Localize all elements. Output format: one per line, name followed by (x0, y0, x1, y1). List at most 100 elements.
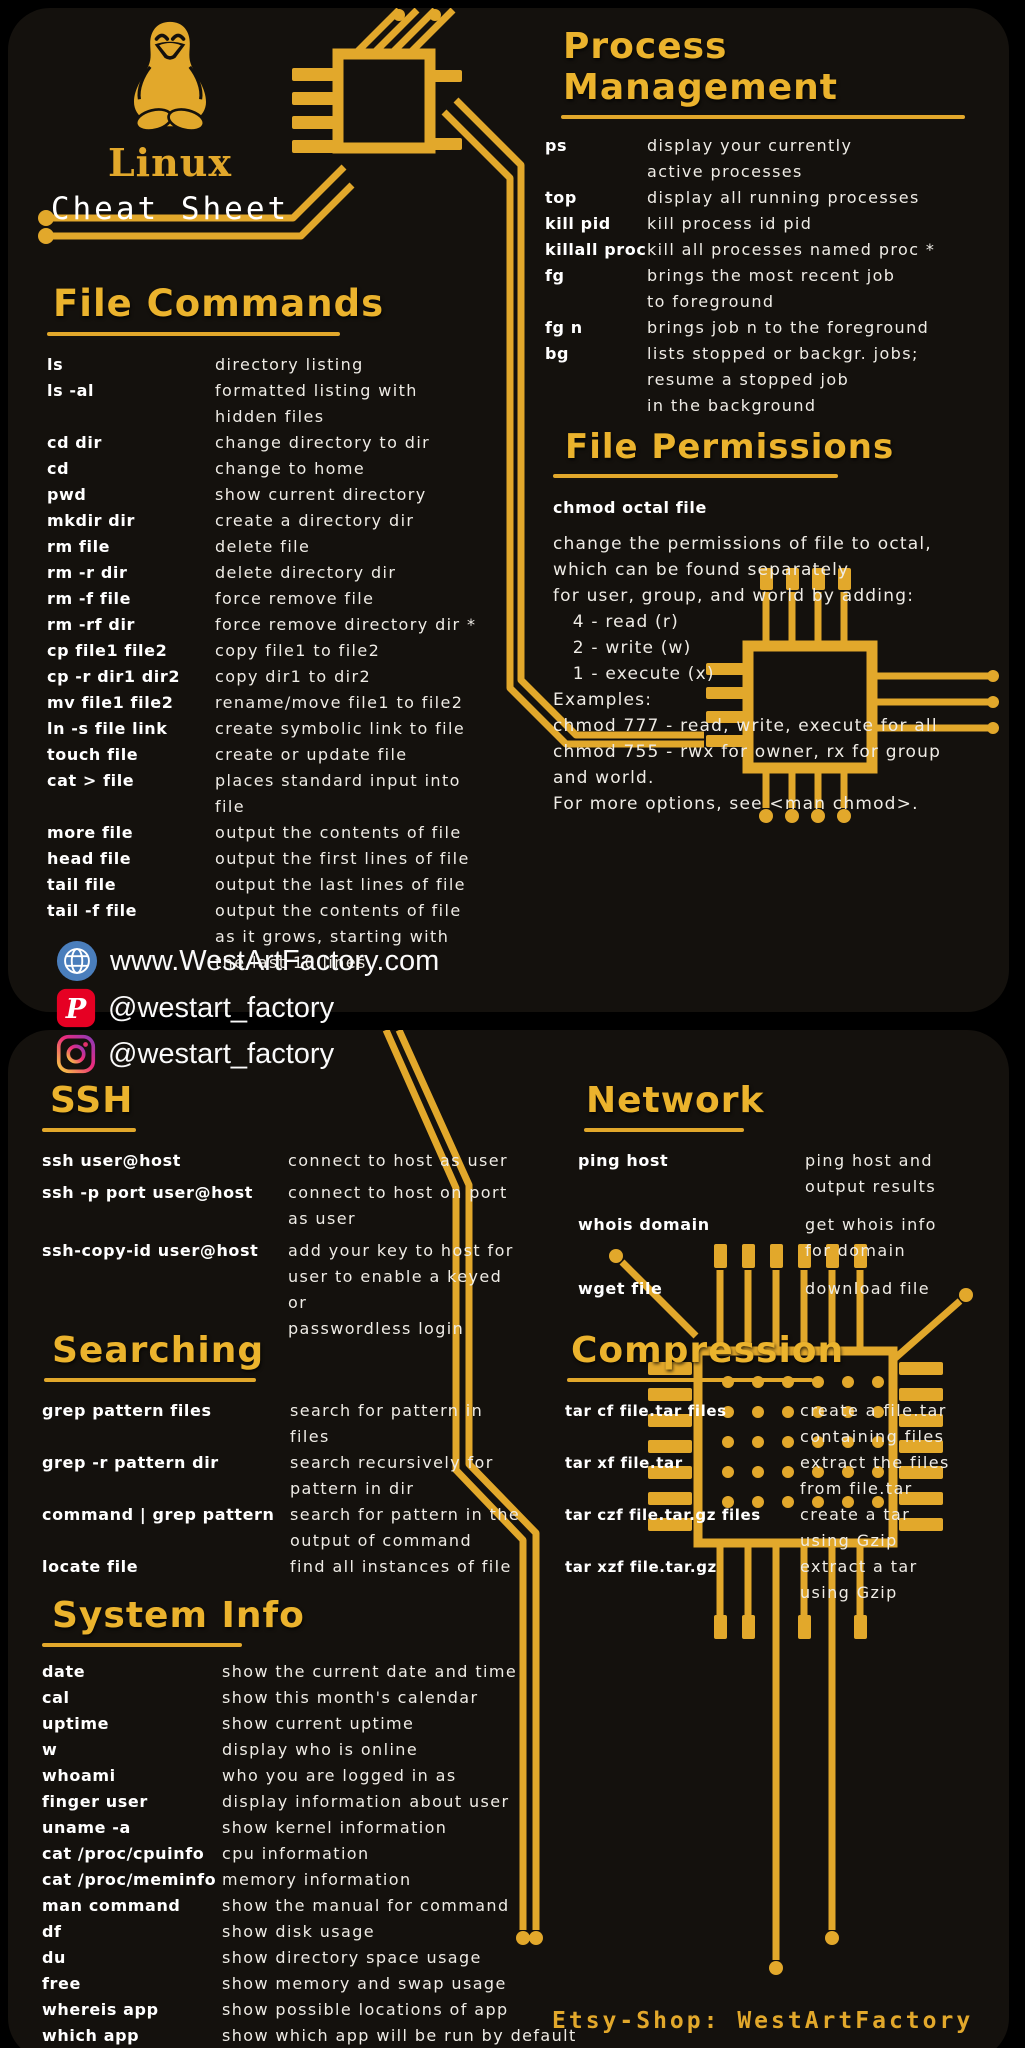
section-compression: Compression tar cf file.tar files create… (565, 1330, 1011, 1606)
permissions-text-line: which can be found separately (553, 560, 850, 580)
pinterest-icon: P (56, 988, 96, 1028)
command-description: change to home (215, 459, 366, 478)
command-row: ps display your currently active process… (545, 133, 1007, 185)
section-file-permissions: File Permissions chmod octal file change… (553, 427, 1005, 817)
command-row: cal show this month's calendar (42, 1685, 692, 1711)
logo-title: Linux (107, 140, 233, 185)
command-row: whereis app show possible locations of a… (42, 1997, 692, 2023)
title-underline (42, 1128, 136, 1132)
command: du (42, 1948, 67, 1967)
command-description: search recursively for pattern in dir (290, 1453, 494, 1498)
website-link-row[interactable]: www.WestArtFactory.com (56, 940, 439, 982)
command-row: whoami who you are logged in as (42, 1763, 692, 1789)
command-description: show current directory (215, 485, 427, 504)
logo-block: Linux Cheat Sheet (30, 14, 310, 227)
command-description: show possible locations of app (222, 2000, 509, 2019)
command-row: ping host ping host and output results (578, 1148, 1010, 1200)
command: whereis app (42, 2000, 159, 2019)
command-row: ssh user@host connect to host as user (42, 1148, 518, 1174)
command: df (42, 1922, 62, 1941)
permissions-text-line: Examples: (553, 690, 653, 710)
command-description: ping host and output results (805, 1151, 937, 1196)
command-description: connect to host on port as user (288, 1183, 508, 1228)
command-row: cd change to home (47, 456, 477, 482)
permissions-text-line: change the permissions of file to octal, (553, 534, 932, 554)
command-row: du show directory space usage (42, 1945, 692, 1971)
command-row: ls directory listing (47, 352, 477, 378)
command: cal (42, 1688, 70, 1707)
command-description: download file (805, 1279, 931, 1298)
command-description: kill all processes named proc * (647, 240, 936, 259)
section-title: Network (586, 1080, 765, 1121)
command: tar czf file.tar.gz files (565, 1506, 761, 1524)
command: ssh -p port user@host (42, 1183, 254, 1202)
command-row: mkdir dir create a directory dir (47, 508, 477, 534)
command-description: places standard input into file (215, 771, 461, 816)
command-row: ssh -p port user@host connect to host on… (42, 1180, 518, 1232)
command: ssh user@host (42, 1151, 182, 1170)
section-title: File Permissions (565, 427, 895, 467)
command-description: extract the files from file.tar (800, 1453, 950, 1498)
command: finger user (42, 1792, 148, 1811)
section-title: Searching (52, 1330, 265, 1371)
command: head file (47, 849, 132, 868)
command: locate file (42, 1557, 139, 1576)
command: command | grep pattern (42, 1505, 275, 1524)
command-row: tail -f file output the contents of file… (47, 898, 477, 976)
command-description: formatted listing with hidden files (215, 381, 418, 426)
command-row: tar xf file.tar extract the files from f… (565, 1450, 1011, 1502)
command: whoami (42, 1766, 116, 1785)
command-row: grep pattern files search for pattern in… (42, 1398, 524, 1450)
command: cat /proc/meminfo (42, 1870, 217, 1889)
command-row: tar cf file.tar files create a file.tar … (565, 1398, 1011, 1450)
command-description: create a directory dir (215, 511, 415, 530)
command-description: cpu information (222, 1844, 370, 1863)
pinterest-handle[interactable]: @westart_factory (108, 991, 335, 1024)
command-description: output the contents of file as it grows,… (215, 901, 462, 972)
command-row: rm -r dir delete directory dir (47, 560, 477, 586)
section-title: Compression (571, 1330, 845, 1371)
command-description: kill process id pid (647, 214, 813, 233)
logo-subtitle: Cheat Sheet (50, 191, 290, 227)
pinterest-link-row[interactable]: P @westart_factory (56, 988, 334, 1028)
section-title: Process Management (563, 26, 838, 108)
command-table: tar cf file.tar files create a file.tar … (565, 1398, 1011, 1606)
command-row: command | grep pattern search for patter… (42, 1502, 524, 1554)
command-description: output the contents of file (215, 823, 462, 842)
command-description: find all instances of file (290, 1557, 512, 1576)
command-description: display who is online (222, 1740, 419, 1759)
command-table: ps display your currently active process… (545, 133, 1007, 419)
command: which app (42, 2026, 140, 2045)
command-row: wget file download file (578, 1276, 1010, 1302)
command-description: force remove file (215, 589, 375, 608)
website-url[interactable]: www.WestArtFactory.com (110, 944, 440, 977)
command: whois domain (578, 1215, 710, 1234)
command-row: head file output the first lines of file (47, 846, 477, 872)
command-row: fg brings the most recent job to foregro… (545, 263, 1007, 315)
command-row: uname -a show kernel information (42, 1815, 692, 1841)
command: fg n (545, 318, 583, 337)
instagram-link-row[interactable]: @westart_factory (56, 1034, 334, 1074)
command-row: more file output the contents of file (47, 820, 477, 846)
command-description: show memory and swap usage (222, 1974, 507, 1993)
command: cat /proc/cpuinfo (42, 1844, 205, 1863)
command: wget file (578, 1279, 663, 1298)
command: uptime (42, 1714, 110, 1733)
command: w (42, 1740, 58, 1759)
title-underline (42, 1643, 242, 1647)
section-process-management: Process Management ps display your curre… (545, 26, 1007, 419)
command-description: display all running processes (647, 188, 920, 207)
permissions-text-line: 2 - write (w) (553, 638, 692, 658)
permissions-text-line: For more options, see <man chmod>. (553, 794, 919, 814)
instagram-handle[interactable]: @westart_factory (108, 1037, 335, 1070)
title-underline (561, 115, 965, 119)
command-row: tar xzf file.tar.gz extract a tar using … (565, 1554, 1011, 1606)
command-description: display information about user (222, 1792, 510, 1811)
command-row: pwd show current directory (47, 482, 477, 508)
command: cp -r dir1 dir2 (47, 667, 181, 686)
command-row: cp file1 file2 copy file1 to file2 (47, 638, 477, 664)
command-row: bg lists stopped or backgr. jobs; resume… (545, 341, 1007, 419)
command-description: search for pattern in the output of comm… (290, 1505, 521, 1550)
command-description: delete directory dir (215, 563, 397, 582)
command-row: which app show which app will be run by … (42, 2023, 692, 2048)
